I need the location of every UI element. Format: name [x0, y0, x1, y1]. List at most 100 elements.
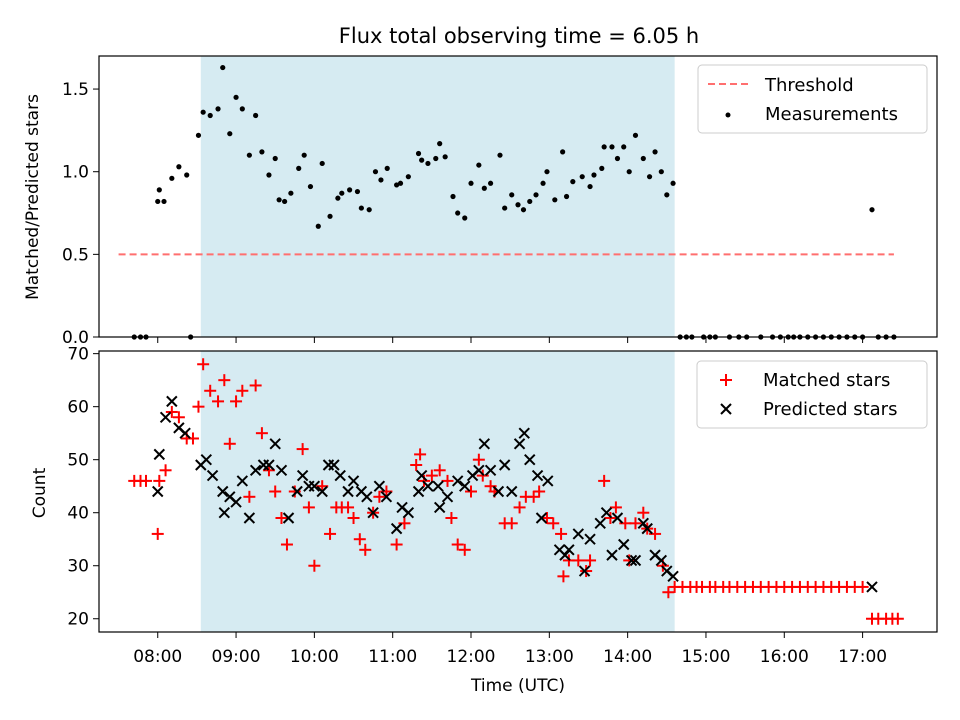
matched-star-marker	[584, 554, 597, 567]
matched-star-marker	[139, 474, 152, 487]
predicted-star-marker	[606, 549, 618, 561]
x-axis-label: Time (UTC)	[470, 676, 565, 696]
marker-stroke	[578, 565, 591, 577]
measurement-point	[335, 195, 341, 201]
x-tick-label: 13:00	[525, 647, 574, 667]
measurement-point	[215, 106, 221, 112]
predicted-star-marker	[308, 480, 321, 492]
marker-stroke	[594, 517, 606, 530]
y-tick-label: 50	[67, 451, 89, 471]
matched-star-marker	[451, 538, 464, 551]
marker-stroke	[342, 485, 354, 498]
marker-stroke	[584, 533, 596, 545]
measurement-point	[468, 180, 474, 186]
marker-stroke	[347, 475, 360, 487]
predicted-star-marker	[361, 491, 373, 503]
x-tick-label: 17:00	[838, 647, 887, 667]
measurement-point	[509, 192, 515, 198]
measurement-point	[579, 174, 585, 180]
predicted-star-marker	[342, 485, 354, 498]
marker-stroke	[600, 507, 613, 519]
y-tick-label: 60	[67, 398, 89, 418]
predicted-star-marker	[269, 438, 281, 450]
measurement-point	[626, 169, 632, 175]
predicted-star-marker	[484, 464, 497, 476]
matched-star-marker	[353, 533, 366, 546]
predicted-star-marker	[451, 475, 464, 487]
predicted-star-marker	[578, 565, 591, 577]
marker-stroke	[422, 480, 434, 492]
marker-stroke	[328, 459, 340, 471]
measurement-point	[253, 112, 259, 119]
predicted-legend-swatch	[720, 403, 732, 415]
matched-star-marker	[623, 554, 636, 567]
matched-star-marker	[165, 405, 178, 418]
predicted-star-marker	[206, 469, 219, 482]
predicted-legend-label: Predicted stars	[763, 399, 897, 420]
predicted-star-marker	[513, 438, 526, 450]
measurement-point	[296, 165, 302, 171]
matched-star-marker	[662, 586, 675, 599]
marker-stroke	[243, 512, 256, 524]
measurements-legend-label: Measurements	[765, 104, 898, 125]
matched-star-marker	[236, 384, 249, 397]
ratio-plot-frame	[98, 55, 938, 338]
marker-stroke	[451, 475, 464, 487]
matched-star-marker	[151, 527, 164, 540]
count-y-axis-label: Count	[30, 467, 50, 518]
marker-stroke	[524, 453, 536, 466]
marker-stroke	[542, 475, 554, 487]
predicted-star-marker	[531, 469, 544, 482]
marker-stroke	[236, 475, 249, 487]
measurement-point	[161, 198, 167, 205]
marker-stroke	[159, 411, 172, 423]
predicted-star-marker	[275, 464, 288, 476]
count-plot-frame	[98, 350, 938, 633]
matched-star-marker	[580, 565, 593, 578]
predicted-star-marker	[422, 480, 434, 492]
marker-stroke	[432, 480, 444, 492]
ratio-legend-box	[697, 64, 928, 134]
measurement-point	[587, 183, 593, 190]
y-tick-label: 30	[67, 557, 89, 577]
marker-stroke	[484, 464, 497, 476]
matched-star-marker	[186, 432, 199, 445]
marker-stroke	[433, 501, 446, 514]
predicted-star-marker	[600, 507, 613, 519]
matched-star-marker	[324, 527, 337, 540]
predicted-star-marker	[433, 501, 446, 514]
matched-star-marker	[249, 379, 262, 392]
marker-stroke	[179, 427, 191, 439]
predicted-star-marker	[402, 507, 415, 519]
count-marks	[128, 358, 904, 625]
x-tick-label: 08:00	[133, 647, 182, 667]
predicted-star-marker	[243, 512, 256, 524]
measurement-point	[372, 169, 379, 175]
predicted-star-marker	[866, 581, 878, 593]
measurement-point	[246, 152, 252, 158]
matched-star-marker	[275, 512, 288, 525]
predicted-star-marker	[594, 517, 606, 530]
predicted-star-marker	[249, 464, 262, 476]
marker-stroke	[649, 549, 661, 561]
y-tick-label: 40	[67, 504, 89, 524]
matched-star-marker	[557, 570, 570, 583]
predicted-star-marker	[611, 512, 624, 524]
matched-star-marker	[280, 538, 293, 551]
marker-stroke	[224, 491, 236, 503]
marker-stroke	[415, 469, 428, 482]
measurement-point	[652, 149, 658, 155]
predicted-star-marker	[218, 507, 231, 519]
matched-star-marker	[458, 543, 471, 556]
measurement-point	[599, 165, 605, 171]
measurement-point	[497, 152, 503, 158]
marker-stroke	[611, 512, 624, 524]
measurement-point	[405, 174, 411, 180]
y-tick-label: 1.0	[62, 163, 89, 183]
matched-star-marker	[472, 453, 485, 466]
marker-stroke	[263, 459, 275, 471]
measurement-point	[169, 175, 175, 181]
marker-stroke	[206, 469, 219, 482]
predicted-star-marker	[542, 475, 554, 487]
measurements-legend-swatch	[725, 112, 731, 118]
